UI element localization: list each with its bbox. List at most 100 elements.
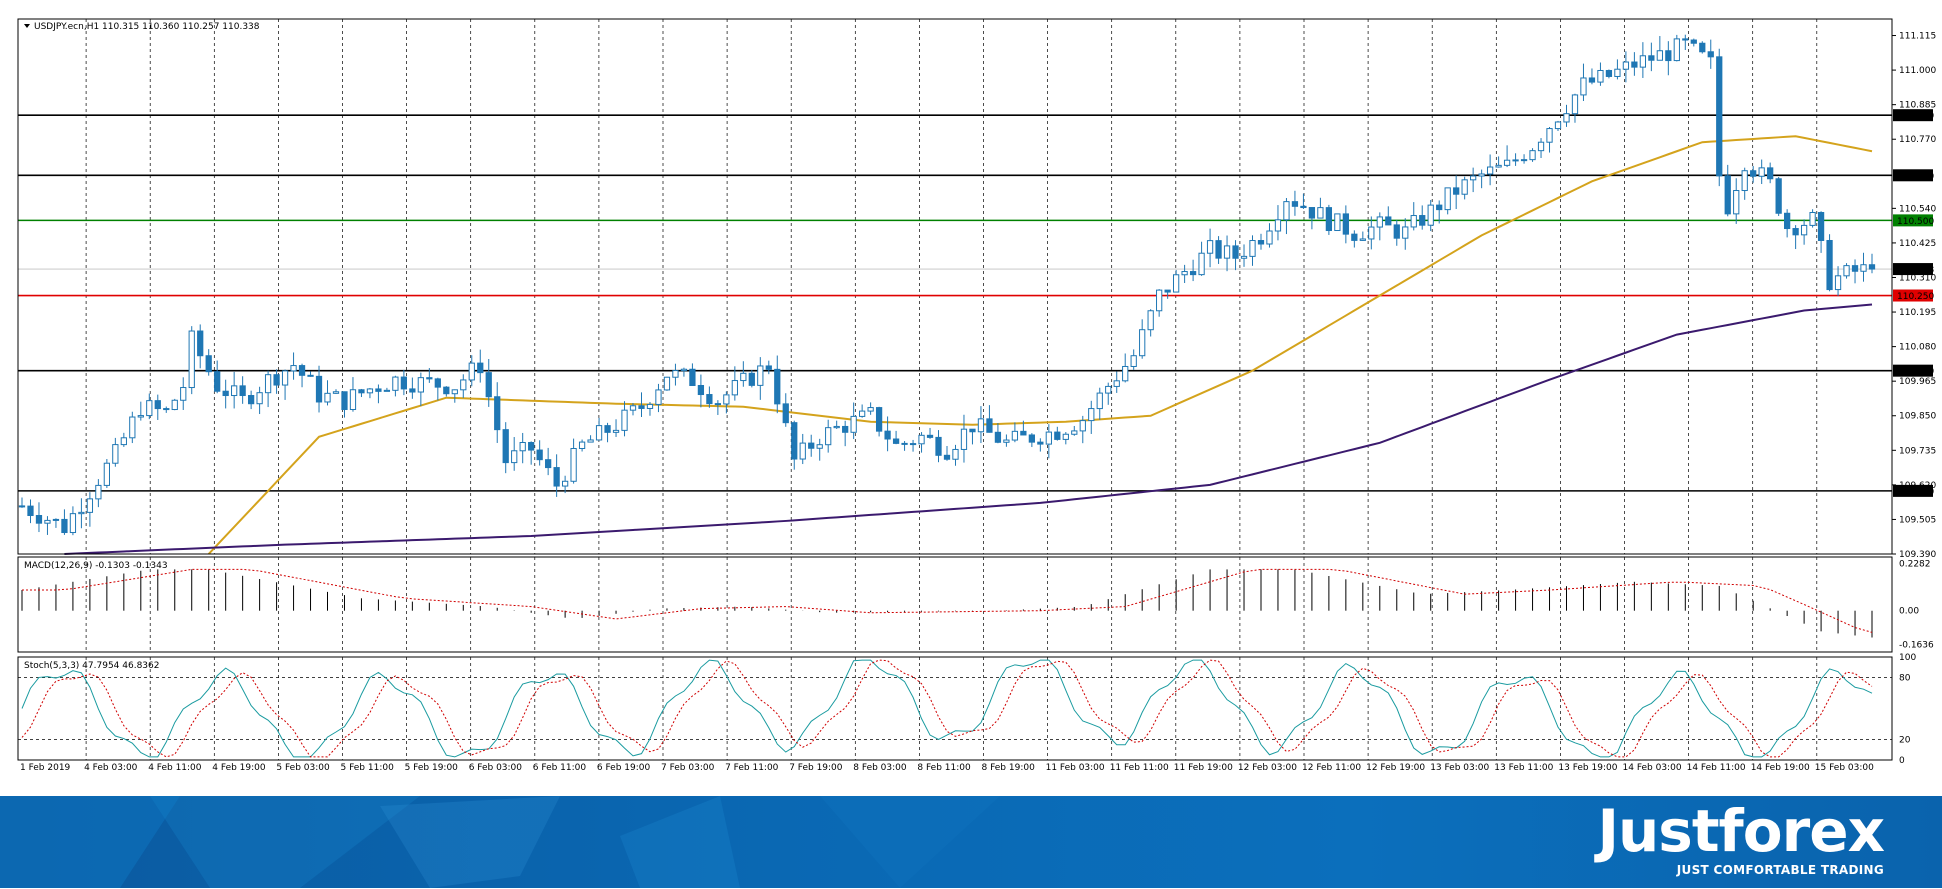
candle-body: [706, 394, 713, 405]
candle-body: [188, 330, 195, 389]
candle-body: [918, 434, 925, 445]
candle-body: [1690, 39, 1697, 44]
candle-body: [740, 372, 747, 382]
candle-body: [994, 431, 1002, 443]
banner-pattern: [0, 796, 1000, 888]
candle-body: [595, 425, 603, 441]
candle-body: [1368, 226, 1375, 240]
candle-body: [1673, 38, 1680, 62]
candle-body: [842, 425, 849, 433]
candle-body: [765, 365, 772, 370]
candle-body: [1682, 38, 1689, 41]
candle-body: [222, 390, 229, 397]
price-tick-label: 109.735: [1899, 446, 1936, 456]
candle-body: [1622, 61, 1630, 70]
candle-body: [1656, 50, 1663, 61]
candle-body: [1249, 240, 1256, 257]
candle-body: [1597, 69, 1604, 83]
candle-body: [1792, 228, 1799, 236]
moving-averages: [64, 135, 1873, 555]
candle-body: [1113, 380, 1120, 387]
candle-body: [409, 388, 416, 393]
candle-body: [1699, 42, 1706, 53]
time-label: 14 Feb 19:00: [1751, 763, 1810, 773]
candle-body: [1520, 159, 1528, 162]
candle-body: [723, 394, 730, 405]
candle-body: [1028, 434, 1035, 443]
level-tag: [1893, 109, 1933, 122]
candle-body: [553, 467, 560, 487]
candle-body: [782, 403, 789, 424]
candle-body: [774, 368, 781, 405]
candle-body: [1232, 245, 1239, 259]
candle-body: [1512, 159, 1519, 162]
candle-body: [477, 362, 484, 374]
candle-body: [926, 434, 934, 438]
candle-body: [1122, 365, 1129, 382]
candle-body: [1733, 190, 1740, 215]
time-label: 13 Feb 19:00: [1558, 763, 1617, 773]
candle-body: [120, 437, 127, 446]
candle-body: [341, 391, 348, 411]
candle-body: [1062, 433, 1069, 440]
candle-body: [901, 442, 908, 445]
candle-body: [1223, 245, 1231, 259]
time-label: 12 Feb 19:00: [1366, 763, 1425, 773]
candle-body: [485, 372, 492, 398]
candle-body: [672, 370, 679, 378]
candle-body: [1257, 240, 1265, 245]
candle-body: [935, 436, 942, 456]
ma-slow-line: [64, 303, 1873, 555]
candle-body: [612, 429, 620, 433]
candle-body: [977, 418, 985, 433]
time-label: 5 Feb 19:00: [405, 763, 459, 773]
candle-body: [875, 407, 883, 432]
candle-body: [1478, 173, 1485, 177]
candle-body: [1817, 212, 1825, 241]
level-tag-label: 110.000: [1897, 367, 1934, 377]
price-tick-label: 109.505: [1899, 515, 1936, 525]
candle-body: [1546, 128, 1553, 143]
candle-body: [1037, 441, 1044, 445]
candle-body: [468, 362, 475, 381]
candle-body: [239, 385, 246, 397]
time-label: 13 Feb 03:00: [1430, 763, 1489, 773]
candle-body: [18, 505, 26, 508]
time-label: 4 Feb 19:00: [212, 763, 266, 773]
chart-canvas[interactable]: 111.115 111.000 110.885 110.770 110.540 110.4…: [0, 0, 1942, 796]
stoch-tick-label: 80: [1899, 674, 1911, 684]
candle-body: [519, 442, 526, 452]
candle-body: [1444, 187, 1451, 211]
candle-body: [52, 518, 60, 521]
candle-body: [1003, 439, 1010, 443]
candle-body: [1274, 219, 1282, 232]
time-label: 5 Feb 11:00: [341, 763, 395, 773]
candle-body: [434, 378, 441, 388]
candle-body: [1079, 420, 1086, 432]
candle-body: [1767, 167, 1774, 180]
candle-body: [146, 400, 153, 417]
candle-body: [1631, 61, 1638, 68]
price-tick-label: 110.195: [1899, 308, 1936, 318]
candle-body: [587, 439, 594, 443]
candle-body: [154, 400, 161, 410]
candle-body: [1172, 274, 1180, 293]
candle-body: [180, 387, 187, 401]
candle-body: [697, 384, 705, 396]
candle-body: [859, 410, 866, 417]
candle-body: [375, 388, 382, 392]
candle-body: [1665, 50, 1672, 62]
candle-body: [1750, 170, 1757, 177]
candle-body: [1054, 431, 1061, 440]
time-label: 1 Feb 2019: [20, 763, 71, 773]
candle-body: [1614, 68, 1621, 77]
candle-body: [231, 385, 238, 397]
candle-body: [451, 389, 458, 395]
candle-body: [1554, 121, 1562, 130]
candle-body: [494, 396, 501, 431]
candle-body: [655, 389, 662, 405]
candle-body: [61, 518, 68, 534]
candle-body: [1707, 51, 1714, 58]
stoch-label: Stoch(5,3,3) 47.7954 46.8362: [24, 661, 159, 671]
candle-body: [1088, 408, 1095, 422]
